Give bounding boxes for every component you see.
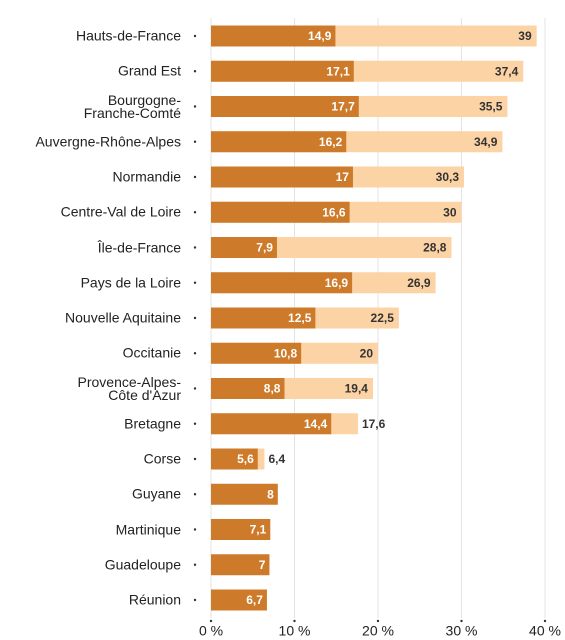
value-label: 30,3: [436, 170, 460, 184]
category-label: Grand Est: [117, 62, 181, 79]
value-label: 34,9: [474, 135, 498, 149]
bar: [211, 201, 350, 223]
x-tick-label: 30 %: [446, 623, 478, 639]
value-label: 35,5: [479, 100, 503, 114]
category-label: Réunion: [128, 591, 181, 608]
x-tick-dot: [543, 619, 547, 623]
value-label: 8: [267, 487, 274, 501]
value-label: 22,5: [371, 311, 395, 325]
value-label: 10,8: [274, 346, 298, 360]
bar: [211, 307, 316, 329]
category-label: Occitanie: [122, 344, 181, 361]
category-label: Normandie: [112, 168, 181, 185]
y-tick-dot: [193, 528, 197, 531]
bar: [211, 272, 353, 294]
category-label: Martinique: [115, 521, 181, 537]
y-tick-dot: [193, 175, 197, 179]
x-tick-dot: [209, 619, 213, 623]
y-tick-dot: [193, 246, 197, 249]
x-tick-label: 40 %: [529, 623, 561, 639]
category-label: Nouvelle Aquitaine: [65, 309, 181, 326]
y-tick-dot: [193, 70, 197, 73]
y-tick-dot: [193, 316, 197, 320]
category-label: Centre-Val de Loire: [60, 203, 181, 220]
value-label: 17: [336, 170, 350, 184]
bar: [211, 378, 285, 399]
value-label: 17,6: [362, 417, 386, 431]
y-tick-dot: [193, 563, 197, 566]
value-label: 37,4: [495, 64, 519, 78]
value-label: 12,5: [288, 311, 312, 325]
y-tick-dot: [193, 211, 197, 214]
bar: [211, 589, 267, 611]
bar: [211, 483, 278, 505]
value-label: 16,9: [325, 276, 349, 290]
category-label: Pays de la Loire: [80, 274, 181, 291]
bar: [211, 519, 271, 540]
value-label: 8,8: [264, 382, 281, 396]
value-label: 39: [518, 29, 532, 43]
category-label: Hauts-de-France: [75, 27, 181, 44]
y-tick-dot: [193, 105, 197, 108]
bar: [211, 166, 353, 188]
y-tick-dot: [193, 387, 197, 390]
value-label: 17,7: [331, 100, 355, 114]
value-label: 17,1: [326, 64, 350, 78]
value-label: 19,4: [345, 382, 369, 396]
bar: [211, 96, 359, 117]
value-label: 14,9: [308, 29, 332, 43]
category-label: Bretagne: [124, 415, 181, 432]
x-tick-dot: [460, 619, 463, 623]
category-label: Corse: [143, 450, 181, 467]
value-label: 7,9: [256, 241, 273, 255]
y-tick-dot: [193, 457, 197, 461]
bar: [211, 342, 302, 364]
value-label: 5,6: [237, 452, 254, 466]
bar: [211, 448, 258, 470]
bar: [211, 60, 354, 82]
value-label: 7,1: [250, 523, 267, 537]
bar: [211, 237, 277, 258]
y-tick-dot: [193, 281, 197, 284]
bar: [211, 554, 270, 576]
y-tick-dot: [193, 140, 197, 143]
x-tick-label: 0 %: [199, 623, 223, 639]
y-tick-dot: [193, 352, 197, 355]
y-tick-dot: [193, 598, 197, 602]
x-tick-dot: [376, 619, 380, 623]
value-label: 16,2: [319, 135, 343, 149]
category-label: Bourgogne- Franche-Comté: [83, 91, 181, 121]
bar: [211, 131, 347, 153]
x-tick-label: 10 %: [279, 623, 311, 639]
value-label: 30: [443, 205, 457, 219]
y-tick-dot: [193, 422, 197, 425]
x-tick-label: 20 %: [362, 623, 394, 639]
value-label: 6,4: [268, 452, 285, 466]
value-label: 7: [259, 558, 266, 572]
y-tick-dot: [193, 493, 197, 496]
category-label: Guyane: [131, 485, 181, 502]
value-label: 16,6: [322, 205, 346, 219]
category-label: Guadeloupe: [104, 556, 181, 573]
category-label: Auvergne-Rhône-Alpes: [35, 133, 181, 150]
value-label: 26,9: [407, 276, 431, 290]
x-tick-dot: [293, 619, 296, 623]
category-label: Île-de-France: [97, 239, 181, 255]
y-tick-dot: [193, 34, 197, 38]
value-label: 20: [360, 346, 374, 360]
bar: [211, 25, 336, 47]
value-label: 14,4: [304, 417, 328, 431]
value-label: 6,7: [246, 593, 263, 607]
bar: [211, 413, 332, 435]
value-label: 28,8: [423, 241, 447, 255]
category-label: Provence-Alpes- Côte d'Azur: [77, 373, 182, 403]
